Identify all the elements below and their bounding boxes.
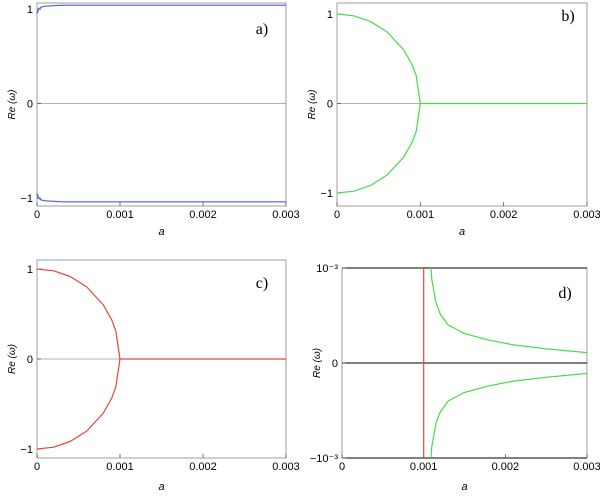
panel-label: b): [561, 8, 574, 25]
x-tick-label: 0.003: [272, 461, 300, 473]
plot-frame: [336, 2, 588, 207]
x-axis-label: a: [459, 226, 465, 238]
x-tick-label: 0.001: [106, 461, 134, 473]
y-tick-label: 0: [27, 354, 33, 366]
y-tick-label: 0: [327, 99, 333, 111]
series-line-1: [36, 268, 286, 360]
panel-label: c): [256, 275, 268, 292]
x-axis-label: a: [461, 481, 467, 493]
y-tick-label: 1: [27, 4, 33, 16]
x-tick-label: 0: [339, 461, 345, 473]
x-tick-label: 0.002: [189, 209, 217, 221]
panel-label: d): [558, 285, 571, 302]
series-line-2: [430, 267, 588, 354]
panel-tag-bg: [551, 283, 575, 303]
y-tick-label: 0: [332, 358, 338, 370]
y-axis-label: Re (ω): [7, 344, 18, 374]
x-tick-label: 0: [34, 461, 40, 473]
y-tick-label: 10⁻³: [316, 263, 338, 275]
x-tick-label: 0.001: [106, 209, 134, 221]
series-line-2: [336, 103, 421, 194]
y-tick-label: 1: [27, 264, 33, 276]
y-tick-label: −10⁻³: [310, 453, 338, 465]
x-tick-label: 0.001: [410, 461, 438, 473]
x-tick-label: 0.002: [492, 461, 520, 473]
y-tick-label: 0: [27, 99, 33, 111]
x-tick-label: 0: [334, 209, 340, 221]
y-axis-label: Re (ω): [7, 89, 18, 119]
series-line-2: [36, 358, 121, 450]
y-tick-label: 1: [327, 9, 333, 21]
series-line-1: [336, 13, 587, 105]
y-axis-label: Re (ω): [307, 89, 318, 119]
panel-label: a): [256, 21, 268, 38]
x-axis-label: a: [158, 226, 164, 238]
x-tick-label: 0.003: [272, 209, 300, 221]
y-tick-label: −1: [320, 188, 333, 200]
x-tick-label: 0.003: [573, 461, 600, 473]
series-line-1: [36, 4, 286, 14]
y-tick-label: −1: [20, 193, 33, 205]
x-tick-label: 0.002: [189, 461, 217, 473]
x-tick-label: 0.001: [407, 209, 435, 221]
series-line-3: [430, 372, 588, 459]
x-tick-label: 0.003: [573, 209, 600, 221]
x-tick-label: 0: [34, 209, 40, 221]
x-axis-label: a: [158, 481, 164, 493]
plot-frame: [36, 2, 287, 207]
x-tick-label: 0.002: [490, 209, 518, 221]
series-line-2: [36, 193, 286, 203]
y-axis-label: Re (ω): [312, 348, 323, 378]
y-tick-label: −1: [20, 444, 33, 456]
